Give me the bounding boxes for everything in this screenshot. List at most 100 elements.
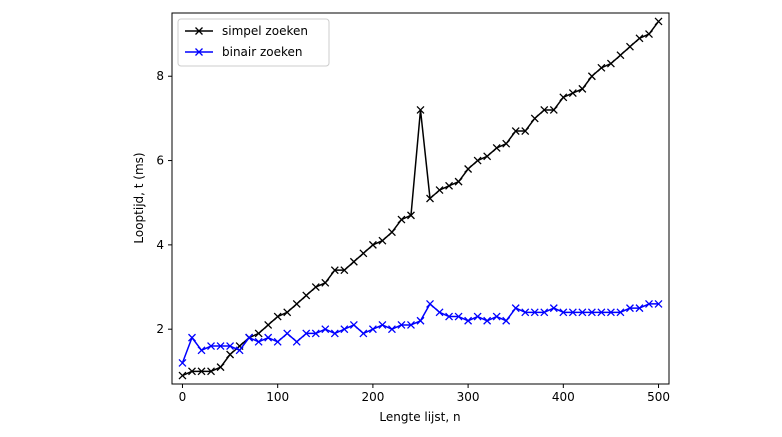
data-point-binair-zoeken: [540, 308, 549, 317]
data-point-binair-zoeken: [483, 316, 492, 325]
data-point-binair-zoeken: [587, 308, 596, 317]
data-point-binair-zoeken: [492, 312, 501, 321]
data-point-binair-zoeken: [616, 308, 625, 317]
data-point-simpel-zoeken: [207, 367, 215, 376]
data-point-simpel-zoeken: [407, 211, 415, 220]
x-tick-label: 500: [647, 390, 670, 404]
data-point-binair-zoeken: [397, 321, 406, 329]
data-point-binair-zoeken: [559, 308, 568, 317]
data-point-binair-zoeken: [311, 329, 320, 338]
data-point-binair-zoeken: [349, 321, 358, 329]
data-point-simpel-zoeken: [626, 42, 634, 51]
data-point-simpel-zoeken: [349, 257, 358, 266]
data-point-simpel-zoeken: [454, 177, 463, 186]
y-tick-label: 2: [156, 322, 164, 336]
data-point-simpel-zoeken: [635, 34, 644, 43]
data-point-binair-zoeken: [207, 342, 215, 351]
data-point-binair-zoeken: [454, 312, 463, 321]
data-point-simpel-zoeken: [387, 228, 396, 237]
data-point-simpel-zoeken: [416, 106, 425, 114]
legend: simpel zoeken binair zoeken: [177, 18, 330, 67]
y-axis-label: Looptijd, t (ms): [132, 152, 146, 243]
data-point-simpel-zoeken: [340, 266, 349, 275]
data-point-simpel-zoeken: [568, 89, 577, 98]
data-point-simpel-zoeken: [178, 371, 187, 380]
data-point-binair-zoeken: [188, 333, 196, 342]
legend-marker-simpel-zoeken: [195, 27, 203, 35]
data-point-simpel-zoeken: [273, 312, 282, 321]
data-point-simpel-zoeken: [654, 17, 663, 26]
data-point-binair-zoeken: [407, 321, 415, 329]
data-point-simpel-zoeken: [559, 93, 568, 102]
data-point-binair-zoeken: [387, 325, 396, 334]
data-point-simpel-zoeken: [435, 186, 444, 195]
data-point-binair-zoeken: [521, 308, 530, 317]
data-point-binair-zoeken: [464, 316, 473, 325]
data-point-simpel-zoeken: [587, 72, 596, 81]
data-point-simpel-zoeken: [521, 127, 530, 136]
data-point-binair-zoeken: [626, 304, 634, 313]
plot-frame: [171, 12, 670, 385]
data-point-binair-zoeken: [330, 329, 339, 338]
data-point-binair-zoeken: [273, 337, 282, 346]
data-point-binair-zoeken: [378, 321, 387, 329]
data-point-binair-zoeken: [473, 312, 482, 321]
x-tick-label: 200: [361, 390, 384, 404]
data-point-simpel-zoeken: [597, 63, 606, 72]
data-point-simpel-zoeken: [483, 152, 492, 161]
data-point-binair-zoeken: [511, 304, 520, 313]
data-point-binair-zoeken: [635, 304, 644, 313]
data-point-simpel-zoeken: [530, 114, 539, 123]
x-tick-label: 300: [457, 390, 480, 404]
data-point-simpel-zoeken: [254, 329, 263, 338]
data-point-binair-zoeken: [245, 333, 254, 342]
data-point-binair-zoeken: [254, 337, 263, 346]
data-point-simpel-zoeken: [264, 321, 273, 329]
legend-box: [177, 18, 330, 67]
data-point-simpel-zoeken: [368, 240, 377, 249]
data-point-binair-zoeken: [235, 346, 244, 355]
data-point-binair-zoeken: [264, 333, 273, 342]
data-point-binair-zoeken: [597, 308, 606, 317]
y-tick-label: 8: [156, 69, 164, 83]
data-point-binair-zoeken: [302, 329, 311, 338]
data-point-simpel-zoeken: [378, 236, 387, 245]
data-point-simpel-zoeken: [645, 30, 653, 39]
data-point-binair-zoeken: [283, 329, 292, 338]
y-axis: 2 4 6 8: [156, 69, 172, 336]
data-point-binair-zoeken: [292, 337, 301, 346]
data-point-simpel-zoeken: [188, 367, 196, 376]
data-point-simpel-zoeken: [502, 139, 511, 148]
data-point-simpel-zoeken: [540, 106, 549, 114]
data-point-binair-zoeken: [178, 358, 187, 367]
data-point-binair-zoeken: [321, 325, 330, 334]
data-point-binair-zoeken: [435, 308, 444, 317]
data-point-simpel-zoeken: [578, 84, 587, 93]
data-point-simpel-zoeken: [283, 308, 292, 317]
data-point-simpel-zoeken: [464, 165, 473, 173]
data-point-simpel-zoeken: [397, 215, 406, 224]
data-point-binair-zoeken: [654, 299, 663, 308]
data-point-binair-zoeken: [445, 312, 454, 321]
x-tick-label: 400: [552, 390, 575, 404]
data-point-binair-zoeken: [502, 316, 511, 325]
x-tick-label: 0: [179, 390, 187, 404]
data-point-simpel-zoeken: [321, 278, 330, 287]
data-point-binair-zoeken: [359, 329, 368, 338]
data-point-binair-zoeken: [340, 325, 349, 334]
legend-label-binair-zoeken: binair zoeken: [222, 45, 303, 59]
data-point-binair-zoeken: [426, 299, 434, 308]
data-point-simpel-zoeken: [426, 194, 434, 203]
data-point-binair-zoeken: [645, 299, 653, 308]
data-point-simpel-zoeken: [359, 249, 368, 258]
data-point-binair-zoeken: [197, 346, 206, 355]
x-axis: 0 100 200 300 400 500: [179, 384, 670, 404]
data-point-binair-zoeken: [368, 325, 377, 334]
data-point-simpel-zoeken: [549, 106, 558, 114]
data-point-simpel-zoeken: [616, 51, 625, 60]
data-point-simpel-zoeken: [445, 181, 454, 190]
data-point-binair-zoeken: [226, 342, 235, 351]
data-point-binair-zoeken: [606, 308, 615, 317]
data-point-binair-zoeken: [416, 316, 425, 325]
